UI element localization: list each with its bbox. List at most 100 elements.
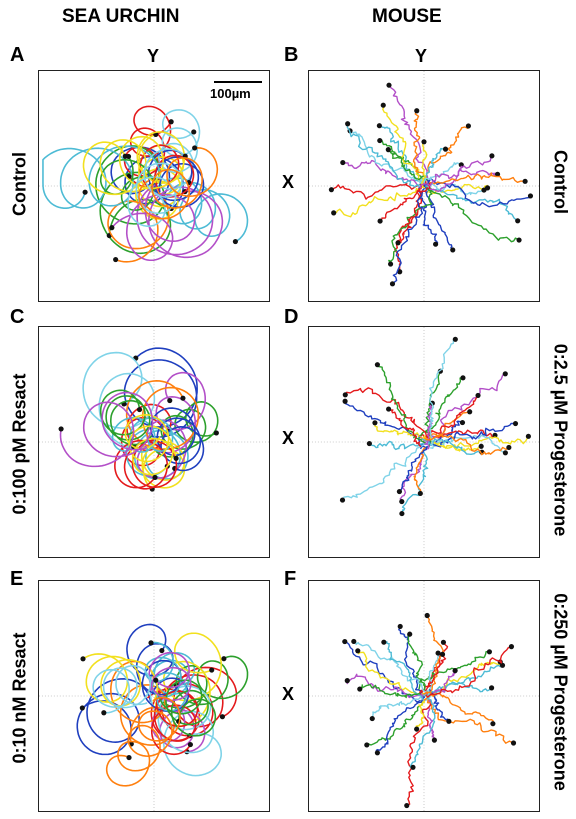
trajectory-endpoint: [376, 123, 382, 129]
trajectory-path: [344, 387, 431, 440]
trajectory-endpoint: [527, 193, 534, 199]
trajectory-endpoint: [191, 129, 197, 135]
trajectory-endpoint: [399, 511, 405, 517]
trajectory-path: [428, 688, 450, 722]
row-label-f: 0:250 µM Progesterone: [550, 593, 571, 791]
trajectory-endpoint: [459, 419, 466, 426]
panel-d: [308, 326, 540, 558]
trajectory-endpoint: [440, 639, 447, 645]
trajectory-path: [407, 634, 426, 691]
trajectory-endpoint: [357, 686, 363, 692]
trajectory-path: [376, 364, 426, 444]
trajectory-path: [341, 442, 429, 501]
trajectory-path: [157, 109, 201, 190]
trajectory-path: [417, 422, 516, 448]
trajectory-endpoint: [366, 441, 372, 447]
trajectory-endpoint: [502, 371, 508, 377]
trajectory-path: [111, 184, 196, 262]
trajectory-path: [399, 445, 428, 493]
trajectory-path: [59, 391, 154, 468]
trajectory-path: [366, 700, 424, 746]
trajectory-path: [425, 434, 510, 456]
axis-y-label-b: Y: [415, 46, 428, 66]
trajectory-endpoint: [340, 160, 346, 166]
trajectory-endpoint: [508, 644, 515, 650]
panel-b: [308, 70, 540, 302]
trajectory-endpoint: [404, 802, 410, 809]
trajectory-path: [114, 438, 178, 490]
trajectory-endpoint: [502, 450, 508, 456]
trajectory-path: [357, 650, 422, 697]
trajectory-endpoint: [374, 750, 380, 756]
trajectory-path: [418, 437, 483, 455]
trajectory-plot-a: [39, 71, 269, 301]
trajectory-endpoint: [355, 648, 361, 654]
trajectory-endpoint: [113, 256, 119, 263]
trajectory-path: [349, 130, 431, 188]
trajectory-plot-f: [309, 581, 539, 811]
trajectory-endpoint: [386, 82, 392, 88]
trajectory-endpoint: [331, 210, 337, 216]
trajectory-path: [147, 149, 205, 209]
axis-y-label-a: Y: [147, 46, 160, 66]
trajectory-path: [415, 697, 428, 730]
trajectory-path: [382, 104, 420, 181]
trajectory-endpoint: [417, 490, 423, 497]
trajectory-path: [149, 652, 196, 698]
trajectory-path: [105, 696, 181, 787]
panel-f: [308, 580, 540, 812]
trajectory-endpoint: [58, 426, 64, 432]
trajectory-endpoint: [79, 705, 85, 711]
trajectory-path: [423, 691, 494, 724]
trajectory-endpoint: [489, 153, 495, 159]
trajectory-endpoint: [369, 716, 375, 722]
trajectory-path: [391, 179, 431, 285]
panel-a: [38, 70, 270, 302]
trajectory-endpoint: [433, 241, 439, 247]
trajectory-endpoint: [180, 395, 186, 401]
trajectory-endpoint: [136, 407, 143, 413]
trajectory-endpoint: [458, 162, 464, 168]
trajectory-endpoint: [446, 718, 452, 724]
trajectory-endpoint: [492, 432, 498, 438]
trajectory-path: [82, 131, 186, 196]
trajectory-endpoint: [221, 656, 227, 662]
trajectory-endpoint: [516, 237, 522, 243]
trajectory-path: [379, 182, 431, 222]
trajectory-path: [369, 440, 424, 451]
trajectory-path: [423, 395, 479, 438]
trajectory-endpoint: [168, 119, 174, 125]
trajectory-endpoint: [101, 710, 107, 716]
trajectory-path: [333, 187, 419, 218]
trajectory-path: [398, 626, 424, 698]
trajectory-endpoint: [388, 261, 394, 267]
trajectory-endpoint: [219, 714, 225, 720]
trajectory-path: [426, 172, 526, 185]
trajectory-path: [353, 640, 430, 695]
trajectory-endpoint: [153, 677, 159, 683]
trajectory-endpoint: [435, 650, 441, 656]
trajectory-path: [148, 651, 192, 702]
trajectory-endpoint: [475, 392, 481, 398]
trajectory-endpoint: [389, 281, 396, 287]
trajectory-path: [128, 144, 195, 198]
trajectory-endpoint: [126, 754, 132, 761]
trajectory-path: [383, 641, 425, 701]
column-title-sea-urchin: SEA URCHIN: [62, 6, 180, 27]
trajectory-endpoint: [345, 121, 351, 127]
trajectory-path: [421, 125, 470, 187]
trajectory-endpoint: [380, 102, 386, 108]
trajectory-endpoint: [377, 138, 383, 144]
trajectory-endpoint: [481, 187, 487, 193]
panel-letter-a: A: [10, 44, 25, 66]
trajectory-path: [144, 641, 188, 712]
trajectory-endpoint: [439, 651, 446, 657]
trajectory-path: [379, 125, 422, 184]
trajectory-endpoint: [397, 623, 403, 629]
trajectory-path: [149, 407, 205, 472]
trajectory-path: [42, 145, 162, 210]
trajectory-path: [423, 147, 446, 184]
trajectory-path: [406, 699, 433, 807]
trajectory-endpoint: [489, 685, 495, 691]
row-label-a: Control: [9, 152, 30, 216]
